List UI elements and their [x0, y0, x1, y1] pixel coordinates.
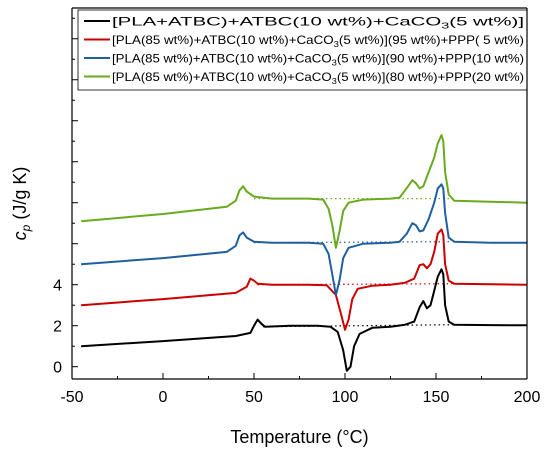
- legend-label-4: [PLA(85 wt%)+ATBC(10 wt%)+CaCO 3(5 wt%)](…: [112, 70, 524, 86]
- legend: [PLA+ATBC)+ATBC(10 wt%)+CaCO 3 (5 wt%)] [PL…: [77, 9, 528, 91]
- series-line-3: [81, 183, 527, 296]
- series-layer: [81, 134, 528, 372]
- y-axis: 0 2 4: [53, 8, 528, 379]
- legend-label-3: [PLA(85 wt%)+ATBC(10 wt%)+CaCO 3(5 wt%)](…: [112, 52, 524, 68]
- y-tick-label: 2: [53, 319, 62, 336]
- y-axis-title-subscript: p: [19, 224, 33, 232]
- series-line-2: [81, 228, 528, 331]
- x-axis: -50 0 50 100 150 200: [60, 7, 541, 406]
- series-line-4: [81, 134, 528, 249]
- y-axis-title: cp (J/g K): [10, 167, 33, 241]
- x-tick-label: 150: [423, 389, 450, 406]
- x-tick-label: -50: [60, 389, 83, 406]
- legend-label-2: [PLA(85 wt%)+ATBC(10 wt%)+CaCO 3(5 wt%)](…: [112, 33, 524, 49]
- series-line-1: [81, 268, 528, 372]
- x-tick-label: 50: [245, 389, 263, 406]
- y-tick-label: 0: [53, 360, 62, 377]
- y-axis-title-symbol: c: [10, 231, 30, 240]
- baseline-layer: [253, 198, 455, 328]
- legend-box: [77, 9, 528, 91]
- x-tick-label: 100: [332, 389, 359, 406]
- x-axis-title: Temperature (°C): [230, 427, 368, 447]
- y-axis-title-unit: (J/g K): [10, 167, 30, 225]
- legend-label-1: [PLA+ATBC)+ATBC(10 wt%)+CaCO 3 (5 wt%)]: [112, 15, 524, 31]
- y-tick-label: 4: [53, 278, 62, 295]
- x-tick-label: 0: [159, 389, 168, 406]
- x-tick-label: 200: [514, 389, 541, 406]
